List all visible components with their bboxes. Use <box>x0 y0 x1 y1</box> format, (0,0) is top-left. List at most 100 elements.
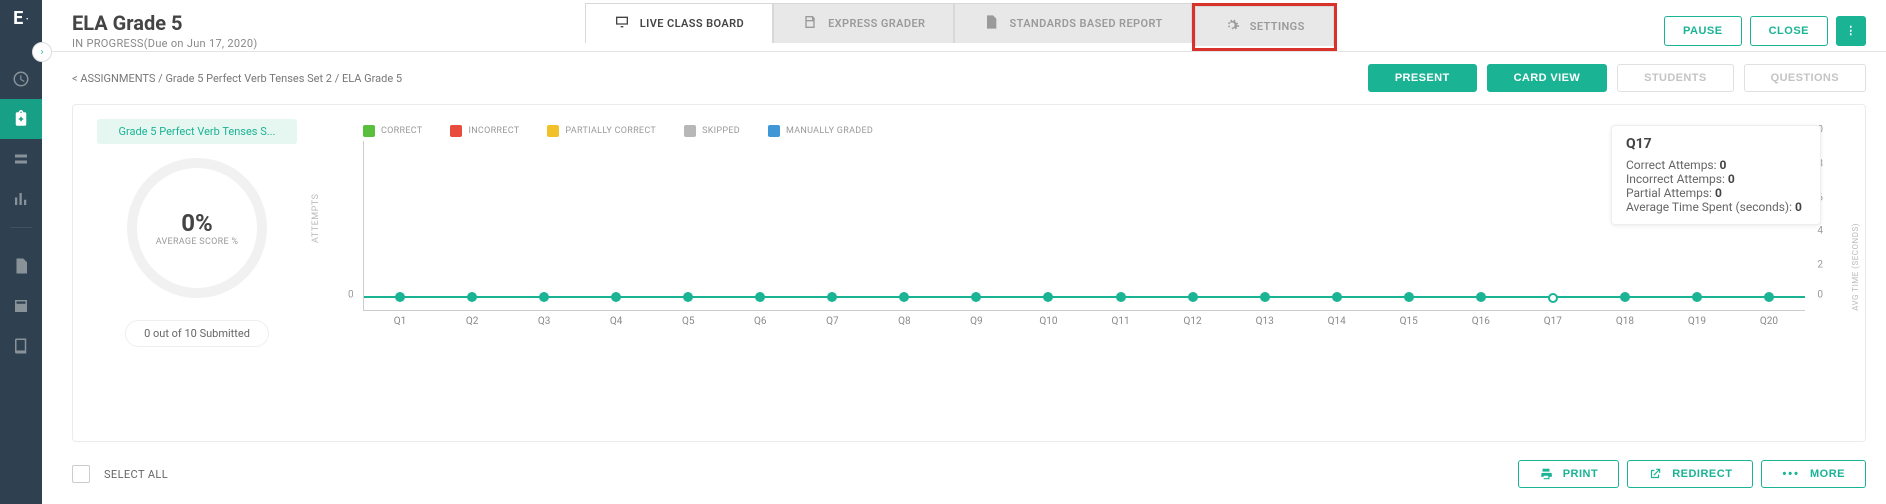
legend-item: SKIPPED <box>684 125 740 137</box>
redirect-button[interactable]: REDIRECT <box>1627 460 1753 488</box>
close-button[interactable]: CLOSE <box>1750 16 1828 46</box>
present-button[interactable]: PRESENT <box>1368 64 1477 92</box>
subbar: < ASSIGNMENTS / Grade 5 Perfect Verb Ten… <box>42 52 1886 104</box>
y2-tick: 2 <box>1817 260 1823 271</box>
chart-point[interactable] <box>395 292 405 302</box>
x-tick: Q17 <box>1544 310 1562 327</box>
tooltip-row: Incorrect Attemps: 0 <box>1626 172 1806 186</box>
x-tick: Q8 <box>898 310 911 327</box>
more-menu-button[interactable]: ⋮ <box>1836 16 1866 46</box>
legend-item: MANUALLY GRADED <box>768 125 873 137</box>
y-tick: 0 <box>348 290 354 301</box>
chart-point[interactable] <box>971 292 981 302</box>
sidebar-item-bars[interactable] <box>0 179 42 219</box>
chart-point[interactable] <box>1188 292 1198 302</box>
doc-icon <box>983 14 999 33</box>
x-tick: Q19 <box>1688 310 1706 327</box>
print-button[interactable]: PRINT <box>1518 460 1620 488</box>
save-icon <box>802 14 818 33</box>
page-subtitle: IN PROGRESS(Due on Jun 17, 2020) <box>72 37 257 50</box>
chart-point[interactable] <box>1260 292 1270 302</box>
sidebar-divider <box>10 227 32 228</box>
score-panel: Grade 5 Perfect Verb Tenses S... 0% AVER… <box>87 119 307 427</box>
chart-point[interactable] <box>1476 292 1486 302</box>
questions-button[interactable]: QUESTIONS <box>1744 64 1866 92</box>
select-all-checkbox[interactable] <box>72 465 90 483</box>
card-view-button[interactable]: CARD VIEW <box>1487 64 1608 92</box>
x-tick: Q16 <box>1472 310 1490 327</box>
chart-point[interactable] <box>1116 292 1126 302</box>
legend-swatch <box>684 125 696 137</box>
x-tick: Q3 <box>538 310 551 327</box>
chart-point[interactable] <box>827 292 837 302</box>
chart-plot: 0Q1Q2Q3Q4Q5Q6Q7Q8Q9Q10Q11Q12Q13Q14Q15Q16… <box>363 141 1805 311</box>
tooltip-row: Average Time Spent (seconds): 0 <box>1626 200 1806 214</box>
pause-button[interactable]: PAUSE <box>1664 16 1742 46</box>
chart-point[interactable] <box>1043 292 1053 302</box>
x-tick: Q20 <box>1760 310 1778 327</box>
chart-point[interactable] <box>1764 292 1774 302</box>
x-tick: Q15 <box>1400 310 1418 327</box>
x-tick: Q14 <box>1328 310 1346 327</box>
legend-swatch <box>768 125 780 137</box>
chart-point[interactable] <box>1548 293 1558 303</box>
chart-point[interactable] <box>1620 292 1630 302</box>
y2-axis-label: AVG TIME (SECONDS) <box>1851 223 1860 311</box>
x-tick: Q5 <box>682 310 695 327</box>
x-tick: Q4 <box>610 310 623 327</box>
more-button[interactable]: •••MORE <box>1761 460 1866 488</box>
chart-point[interactable] <box>1404 292 1414 302</box>
assignment-pill[interactable]: Grade 5 Perfect Verb Tenses S... <box>97 119 297 144</box>
x-tick: Q2 <box>466 310 479 327</box>
chart-point[interactable] <box>899 292 909 302</box>
monitor-icon <box>614 14 630 33</box>
sidebar-item-help1[interactable] <box>0 246 42 286</box>
legend-swatch <box>363 125 375 137</box>
x-tick: Q6 <box>754 310 767 327</box>
sidebar-item-help2[interactable] <box>0 286 42 326</box>
x-tick: Q12 <box>1184 310 1202 327</box>
help-icon <box>12 257 30 275</box>
chart-point[interactable] <box>467 292 477 302</box>
tooltip-title: Q17 <box>1626 136 1806 152</box>
submitted-count: 0 out of 10 Submitted <box>125 320 269 347</box>
tab-settings[interactable]: SETTINGS <box>1195 6 1334 46</box>
score-label: AVERAGE SCORE % <box>156 237 239 247</box>
main: ELA Grade 5 IN PROGRESS(Due on Jun 17, 2… <box>42 0 1886 504</box>
chart-point[interactable] <box>1692 292 1702 302</box>
x-tick: Q1 <box>394 310 407 327</box>
chart-point[interactable] <box>611 292 621 302</box>
tab-live-class-board[interactable]: LIVE CLASS BOARD <box>585 3 773 43</box>
sidebar-item-stack[interactable] <box>0 139 42 179</box>
legend-swatch <box>450 125 462 137</box>
x-tick: Q11 <box>1111 310 1129 327</box>
y2-tick: 0 <box>1817 290 1823 301</box>
chart-area: CORRECTINCORRECTPARTIALLY CORRECTSKIPPED… <box>307 119 1851 427</box>
chart-point[interactable] <box>539 292 549 302</box>
bar-chart-icon <box>12 190 30 208</box>
content-card: Grade 5 Perfect Verb Tenses S... 0% AVER… <box>72 104 1866 442</box>
x-tick: Q10 <box>1039 310 1057 327</box>
x-tick: Q9 <box>970 310 983 327</box>
footer-bar: SELECT ALL PRINT REDIRECT •••MORE <box>42 456 1886 504</box>
gear-icon <box>1224 17 1240 36</box>
chart-point[interactable] <box>1332 292 1342 302</box>
breadcrumb[interactable]: < ASSIGNMENTS / Grade 5 Perfect Verb Ten… <box>72 72 402 85</box>
series-line <box>364 296 1805 298</box>
tab-express-grader[interactable]: EXPRESS GRADER <box>773 3 954 43</box>
dots-icon: ••• <box>1782 468 1800 480</box>
sidebar-item-help3[interactable] <box>0 326 42 366</box>
sidebar-item-clock[interactable] <box>0 59 42 99</box>
stack-icon <box>12 150 30 168</box>
legend-item: PARTIALLY CORRECT <box>547 125 656 137</box>
header-tabs: LIVE CLASS BOARDEXPRESS GRADERSTANDARDS … <box>585 3 1337 51</box>
clipboard-plus-icon <box>12 110 30 128</box>
students-button[interactable]: STUDENTS <box>1617 64 1733 92</box>
chart-point[interactable] <box>683 292 693 302</box>
tooltip-row: Correct Attemps: 0 <box>1626 158 1806 172</box>
x-tick: Q18 <box>1616 310 1634 327</box>
chart-point[interactable] <box>755 292 765 302</box>
card-icon <box>12 297 30 315</box>
tab-standards-based-report[interactable]: STANDARDS BASED REPORT <box>954 3 1191 43</box>
sidebar-item-assignments[interactable] <box>0 99 42 139</box>
